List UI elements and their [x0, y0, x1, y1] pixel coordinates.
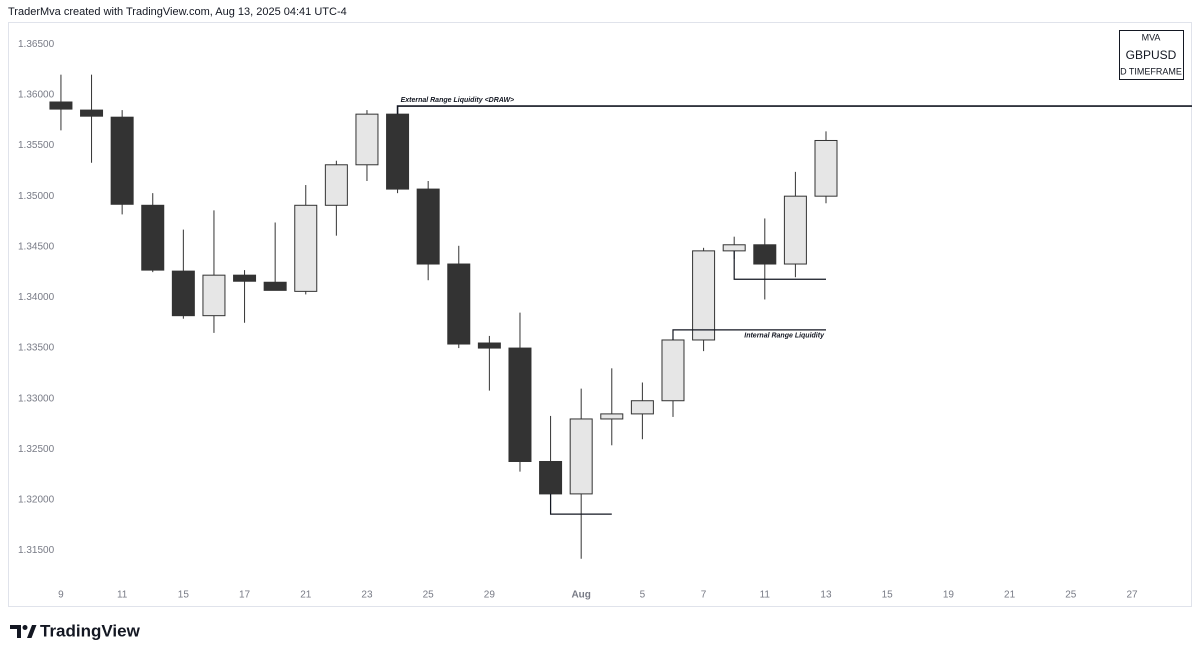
y-tick-label: 1.35000: [18, 191, 55, 202]
candle-body: [355, 113, 379, 166]
candle-body: [722, 244, 746, 252]
info-author: MVA: [1142, 32, 1161, 42]
range-line: [672, 329, 826, 340]
y-tick-label: 1.34500: [18, 241, 55, 252]
candle-body: [600, 413, 624, 420]
candle-body: [416, 188, 440, 265]
x-tick-label: 11: [760, 590, 771, 601]
range-line: [396, 105, 1192, 115]
x-tick-label: 13: [820, 590, 832, 601]
x-tick-label: 21: [300, 590, 312, 601]
x-tick-label: 23: [361, 590, 373, 601]
y-tick-label: 1.34000: [18, 292, 55, 303]
candle-body: [171, 270, 195, 317]
range-line: [733, 250, 826, 280]
candle-body: [447, 263, 471, 345]
candle-body: [110, 116, 134, 205]
candle-body: [814, 139, 838, 197]
y-tick-label: 1.36000: [18, 90, 55, 101]
x-tick-label: 9: [58, 590, 64, 601]
candle-body: [692, 250, 716, 341]
range-label: External Range Liquidity <DRAW>: [401, 97, 515, 104]
candle-body: [202, 274, 226, 317]
brand-logo: [10, 625, 37, 638]
x-tick-label: 25: [423, 590, 435, 601]
candle-body: [569, 418, 593, 495]
x-tick-label: 25: [1065, 590, 1077, 601]
x-tick-label: 7: [701, 590, 707, 601]
candle-body: [539, 460, 563, 495]
x-tick-label: 19: [943, 590, 955, 601]
candle-body: [80, 109, 104, 117]
x-tick-label: 5: [640, 590, 646, 601]
y-tick-label: 1.32500: [18, 444, 55, 455]
candle-body: [630, 400, 654, 415]
chart-frame: [8, 22, 1192, 607]
candle-body: [783, 195, 807, 265]
candle-body: [477, 342, 501, 349]
brand-name: TradingView: [40, 621, 141, 640]
y-tick-label: 1.33500: [18, 343, 55, 354]
info-box: [1119, 30, 1184, 80]
candle-body: [141, 204, 165, 271]
x-tick-label: 17: [239, 590, 251, 601]
x-tick-label: 27: [1126, 590, 1138, 601]
candle-body: [294, 204, 318, 292]
x-tick-label: 21: [1004, 590, 1016, 601]
x-tick-label: 15: [178, 590, 190, 601]
candle-body: [386, 113, 410, 190]
x-tick-label: 11: [117, 590, 128, 601]
y-tick-label: 1.31500: [18, 545, 55, 556]
candle-body: [661, 339, 685, 402]
x-tick-label: Aug: [571, 590, 590, 601]
candle-body: [753, 244, 777, 265]
candle-body: [49, 101, 73, 110]
y-tick-label: 1.35500: [18, 140, 55, 151]
candle-body: [324, 164, 348, 206]
y-tick-label: 1.33000: [18, 393, 55, 404]
x-tick-label: 15: [882, 590, 894, 601]
range-label: Internal Range Liquidity: [744, 333, 825, 340]
y-tick-label: 1.36500: [18, 39, 55, 50]
range-line: [549, 493, 612, 515]
y-tick-label: 1.32000: [18, 495, 55, 506]
info-symbol: GBPUSD: [1126, 48, 1177, 62]
candle-body: [233, 274, 257, 282]
info-timeframe: D TIMEFRAME: [1120, 66, 1182, 76]
candle-body: [508, 347, 532, 462]
candle-body: [263, 281, 287, 291]
header-text: TraderMva created with TradingView.com, …: [8, 6, 347, 18]
x-tick-label: 29: [484, 590, 496, 601]
